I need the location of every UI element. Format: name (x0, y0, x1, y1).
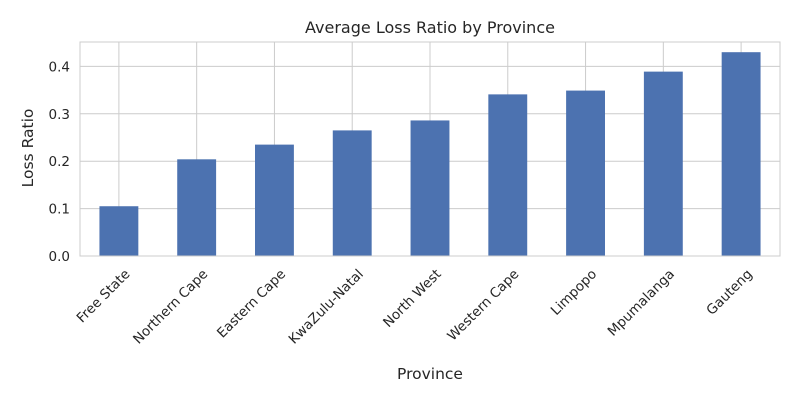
x-tick-label: North West (380, 266, 445, 331)
bar (721, 52, 761, 256)
y-tick-label: 0.0 (49, 249, 70, 265)
bars (99, 52, 761, 257)
y-tick-label: 0.1 (49, 202, 70, 218)
bar (643, 71, 683, 256)
bar (410, 120, 450, 257)
x-tick-label: Free State (74, 266, 134, 326)
y-tick-label: 0.4 (49, 59, 70, 75)
y-tick-label: 0.2 (49, 154, 70, 170)
x-tick-label: Limpopo (548, 266, 600, 318)
bar (177, 159, 217, 256)
x-tick-label: Eastern Cape (214, 266, 289, 341)
y-tick-label: 0.3 (49, 107, 70, 123)
chart-title: Average Loss Ratio by Province (305, 18, 555, 37)
bar (99, 206, 139, 256)
x-tick-label: Mpumalanga (605, 266, 678, 339)
y-tick-labels: 0.0 0.1 0.2 0.3 0.4 (49, 59, 70, 265)
x-tick-label: Gauteng (703, 266, 755, 318)
bar (566, 90, 605, 256)
x-tick-label: Western Cape (444, 266, 522, 344)
x-tick-label: KwaZulu-Natal (286, 266, 367, 347)
x-axis-title: Province (397, 365, 463, 383)
y-axis-title: Loss Ratio (19, 109, 37, 188)
x-tick-label: Northern Cape (130, 266, 211, 347)
bar (255, 144, 294, 256)
bar (488, 94, 528, 257)
plot-frame (79, 41, 781, 257)
bar (332, 130, 372, 256)
